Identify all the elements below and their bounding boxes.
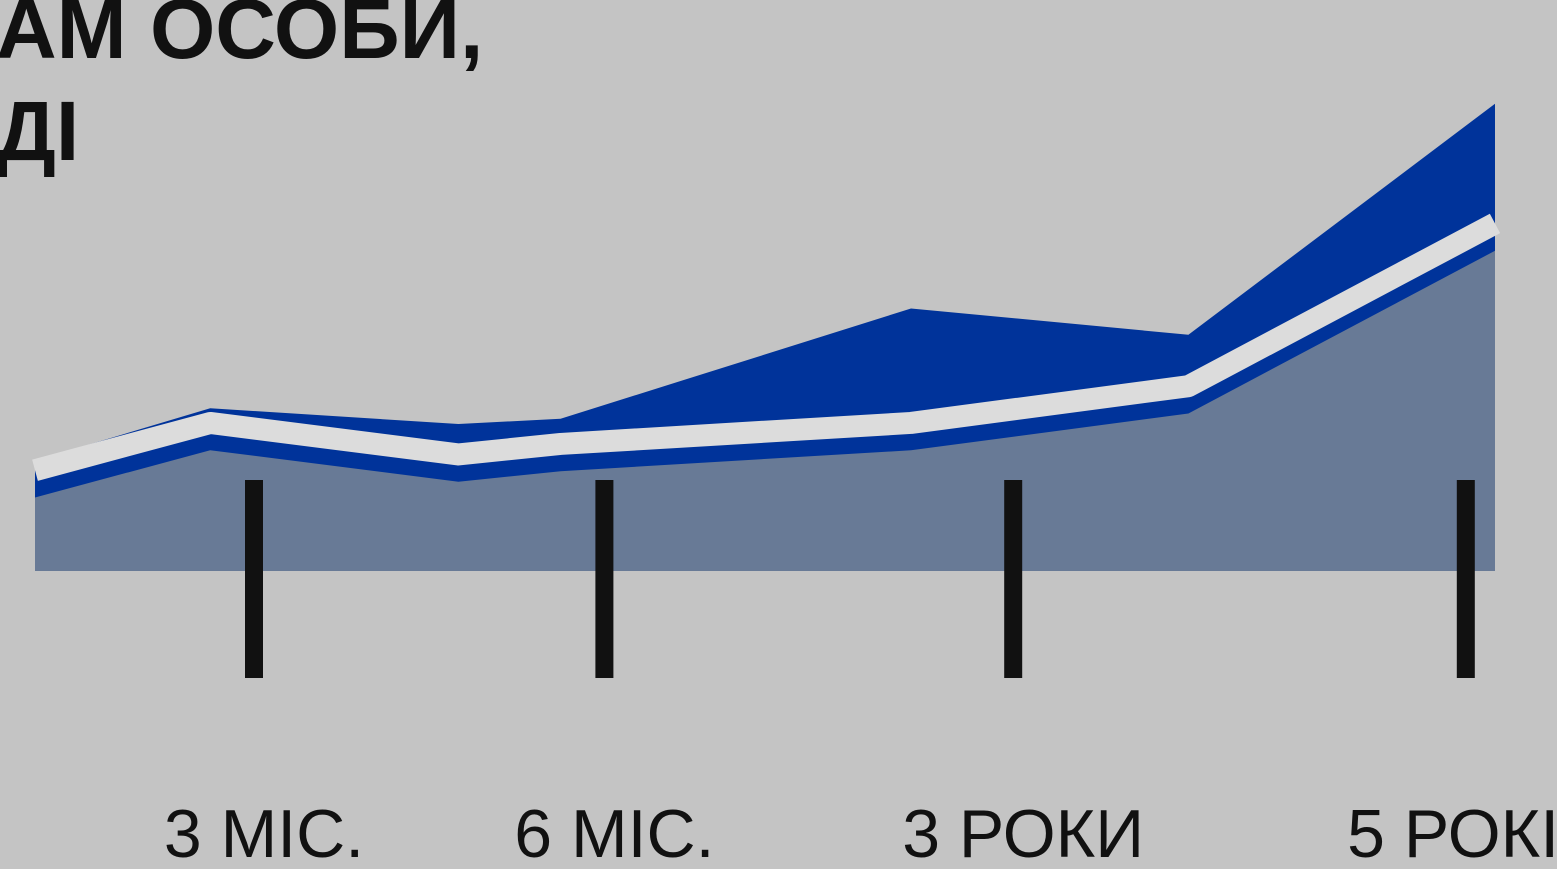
tick-label: 5 РОКІВ [1347,796,1557,869]
tick-label: 3 РОКИ [902,796,1144,869]
title-line-1: АМ ОСОБИ, [0,0,484,76]
tick-label: 6 МІС. [514,796,714,869]
tick-mark [245,480,263,678]
title-line-2: ДІ [0,84,80,178]
tick-mark [1456,480,1475,678]
tick-mark [1004,480,1023,678]
tick-label: 3 МІС. [164,796,364,869]
lower-series-area [35,250,1495,571]
series-separator [32,213,1501,481]
chart-title: АМ ОСОБИ, ДІ [0,0,483,182]
tick-mark [595,480,614,678]
